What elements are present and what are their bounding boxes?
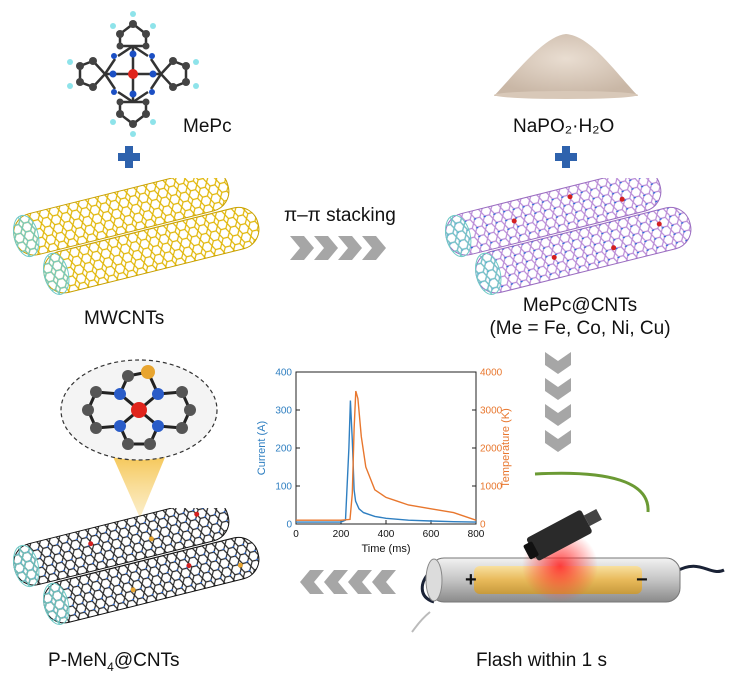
mepc-label: MePc bbox=[183, 116, 232, 137]
me-list-label: (Me = Fe, Co, Ni, Cu) bbox=[489, 318, 671, 339]
plus-icon bbox=[555, 146, 577, 168]
y-right-tick-label: 1000 bbox=[480, 482, 503, 493]
x-tick-label: 0 bbox=[293, 529, 299, 540]
y-axis-left-label: Current (A) bbox=[256, 421, 268, 475]
y-left-tick-label: 400 bbox=[275, 368, 292, 379]
flash-tube-device: + − bbox=[411, 471, 725, 633]
plus-icon bbox=[118, 146, 140, 168]
mepc-molecule bbox=[67, 11, 199, 137]
left-chevrons-icon bbox=[300, 570, 396, 594]
y-right-tick-label: 3000 bbox=[480, 406, 503, 417]
product-label-prefix: P-MeN bbox=[48, 650, 108, 671]
y-left-tick-label: 300 bbox=[275, 406, 292, 417]
x-tick-label: 800 bbox=[468, 529, 485, 540]
y-axis-right-label: Temperature (K) bbox=[500, 408, 512, 487]
mwcnts-label: MWCNTs bbox=[84, 308, 165, 329]
y-left-tick-label: 0 bbox=[286, 520, 292, 531]
powder-pile-image bbox=[494, 34, 638, 99]
mwcnts-tubes bbox=[12, 178, 260, 295]
flash-label: Flash within 1 s bbox=[476, 650, 607, 671]
x-tick-label: 600 bbox=[423, 529, 440, 540]
product-label-subscript: 4 bbox=[107, 659, 114, 674]
product-label: P-MeN4@CNTs bbox=[48, 650, 180, 674]
x-axis-label: Time (ms) bbox=[361, 543, 410, 555]
y-right-tick-label: 4000 bbox=[480, 368, 503, 379]
mepc-cnts-tubes bbox=[444, 178, 692, 295]
x-tick-label: 200 bbox=[333, 529, 350, 540]
y-left-tick-label: 200 bbox=[275, 444, 292, 455]
current-temperature-chart: 0 200 400 600 800010020030040001000200030004… bbox=[256, 368, 512, 556]
current-series-line bbox=[296, 400, 477, 523]
x-tick-label: 400 bbox=[378, 529, 395, 540]
down-chevrons-icon bbox=[545, 352, 571, 452]
product-label-suffix: @CNTs bbox=[113, 650, 180, 671]
stacking-label: π–π stacking bbox=[284, 205, 396, 226]
temperature-series-line bbox=[296, 390, 477, 521]
p-men4-cnts-tubes bbox=[12, 508, 260, 625]
mepc-cnts-label: MePc@CNTs bbox=[522, 295, 638, 316]
y-left-tick-label: 100 bbox=[275, 482, 292, 493]
minus-terminal: − bbox=[636, 569, 648, 591]
naph-label: NaPO₂·H₂O bbox=[513, 116, 615, 137]
y-right-tick-label: 0 bbox=[480, 520, 486, 531]
plus-terminal: + bbox=[465, 569, 477, 591]
y-right-tick-label: 2000 bbox=[480, 444, 503, 455]
right-chevrons-icon bbox=[290, 236, 386, 260]
single-atom-zoom-bubble bbox=[60, 359, 218, 518]
